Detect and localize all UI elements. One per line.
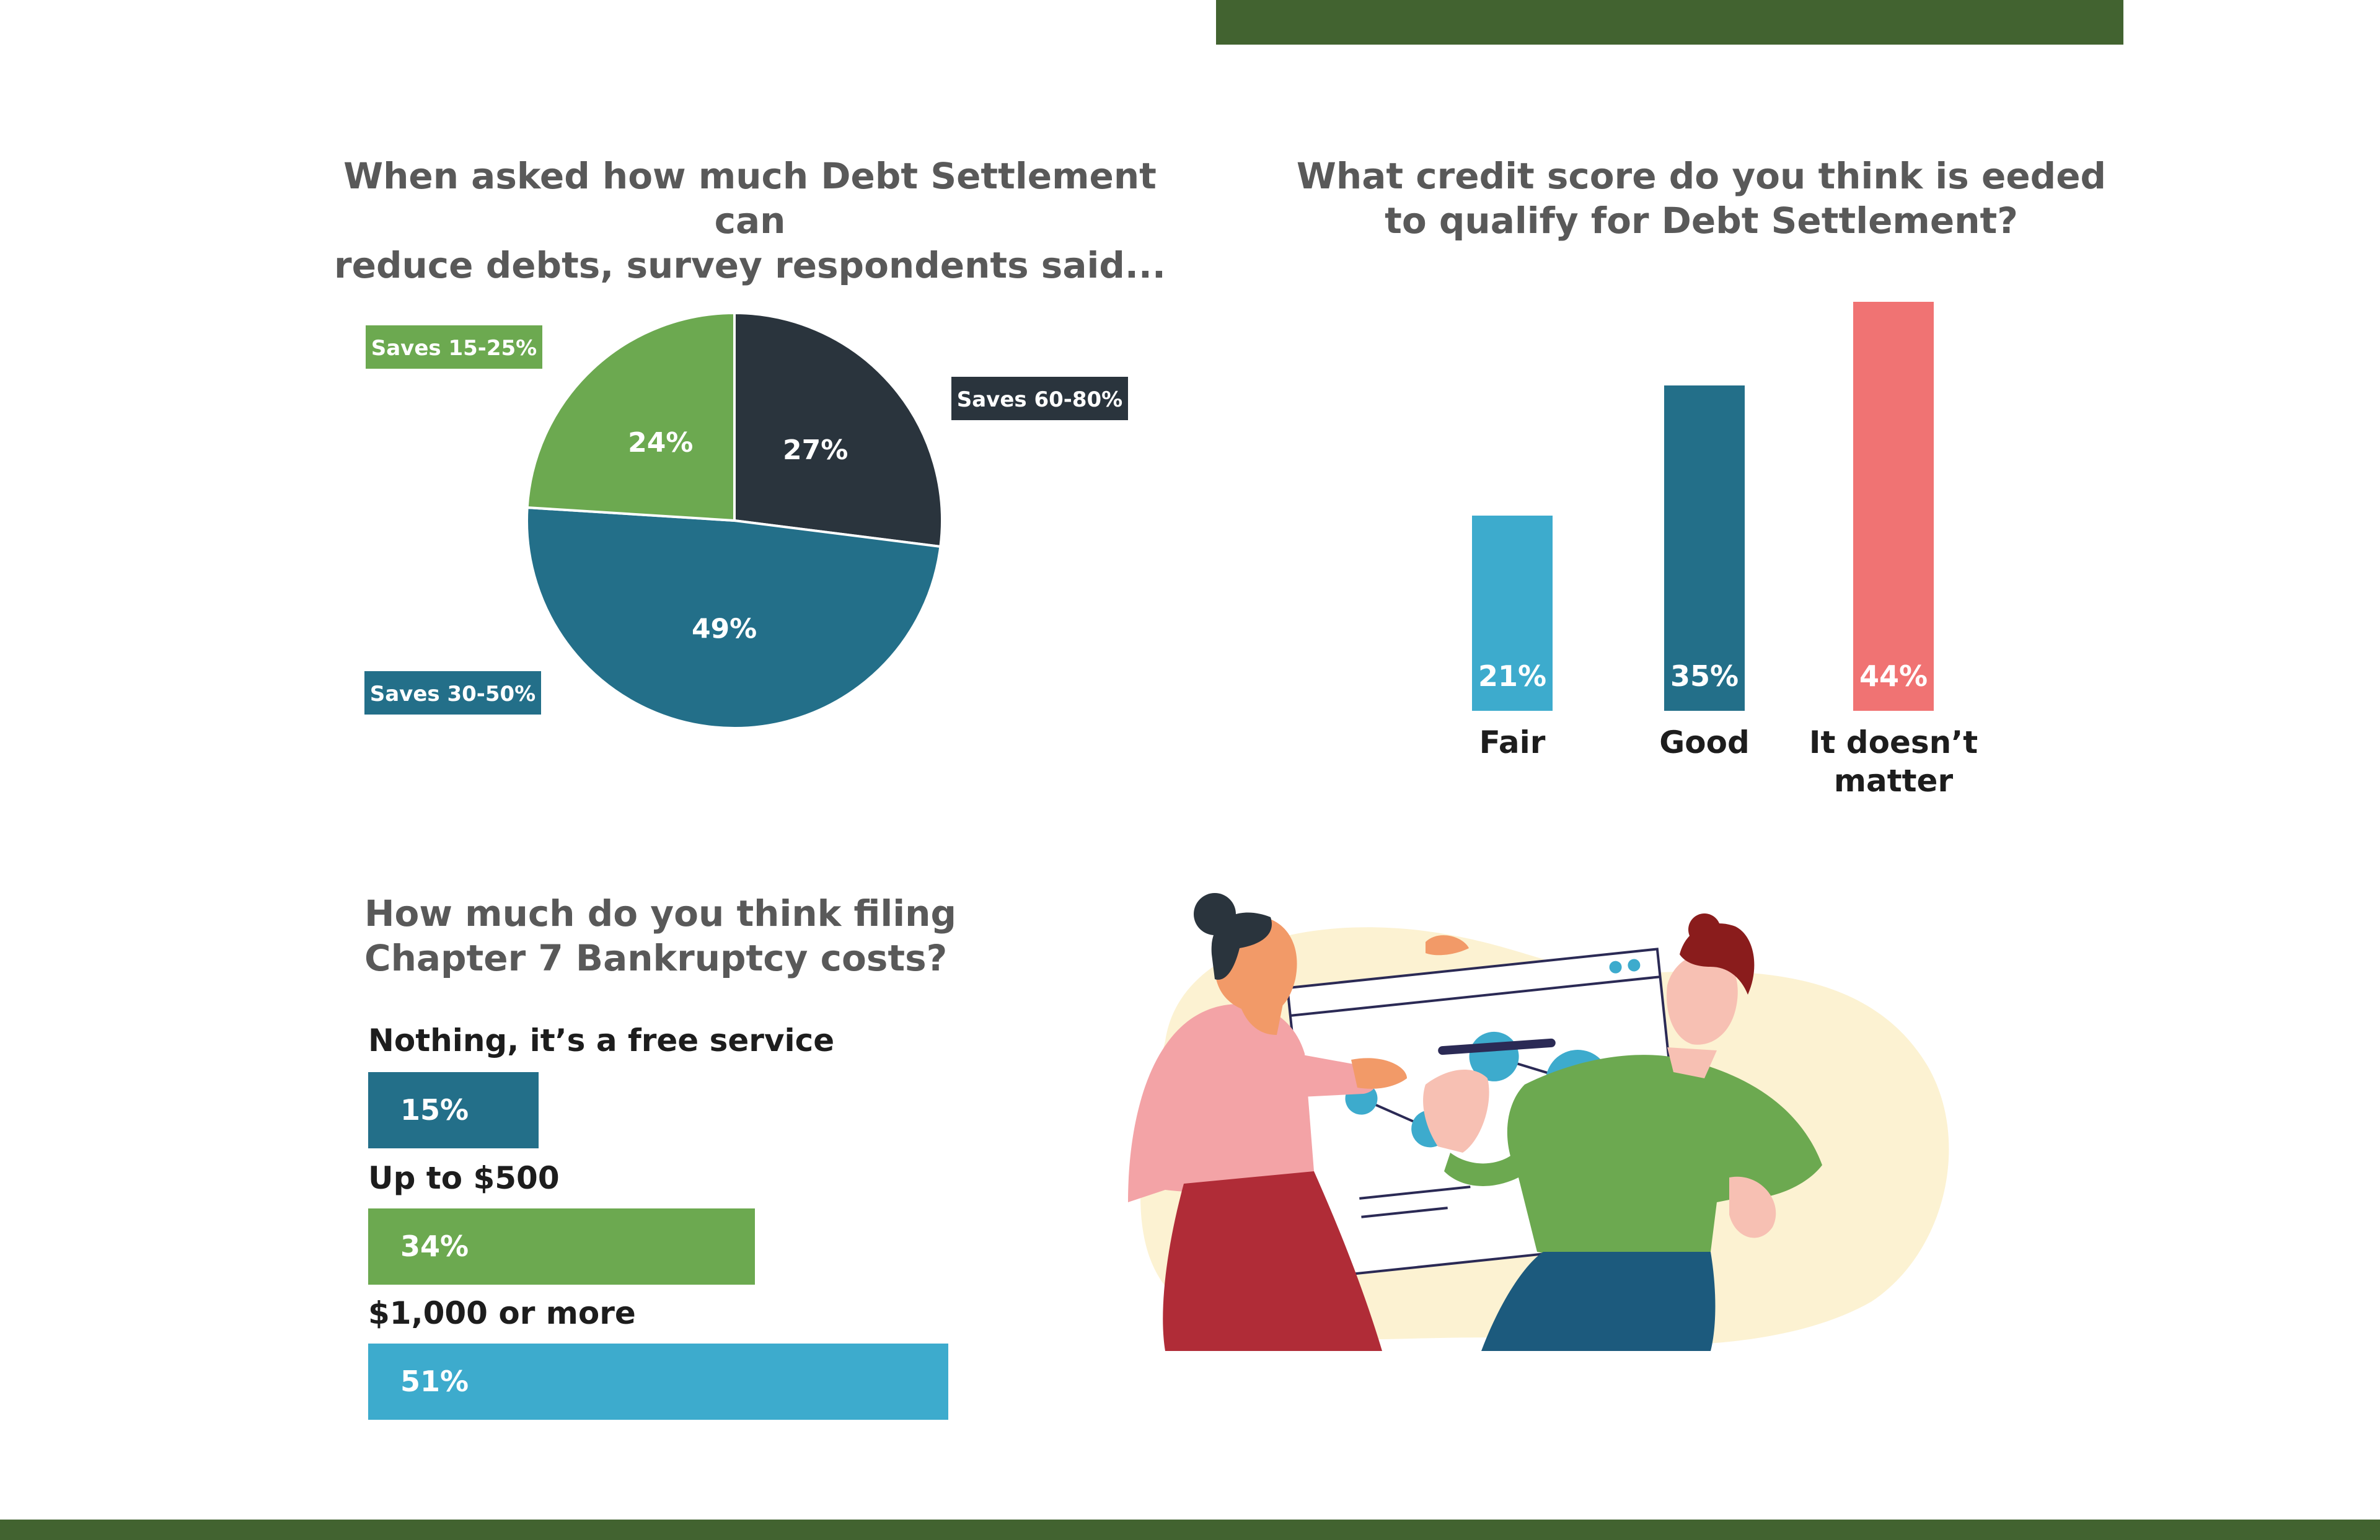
- pie-value-label: 27%: [783, 434, 848, 466]
- hbar-category-label: $1,000 or more: [368, 1295, 636, 1331]
- bar-category-label: Fair: [1479, 724, 1546, 760]
- pie-value-label: 49%: [692, 613, 757, 645]
- pie-legend-box: [366, 325, 542, 369]
- bar-chart-title: What credit score do you think is eeded …: [1296, 155, 2107, 242]
- bar-category-label: It doesn’t matter: [1809, 724, 1978, 799]
- pie-legend-label: Saves 60-80%: [957, 387, 1123, 412]
- top-accent-bar: [1216, 0, 2123, 45]
- hbar-bar: 15%: [368, 1072, 539, 1148]
- horizontal-bar-chart: Nothing, it’s a free service 15% Up to $…: [368, 1023, 1050, 1425]
- hbar-bar: 51%: [368, 1344, 948, 1420]
- pie-chart-title: When asked how much Debt Settlement can …: [334, 155, 1166, 286]
- people-analyzing-chart-illustration: [1128, 893, 1949, 1351]
- pie-legend-box: [951, 377, 1128, 420]
- bar-value-label: 44%: [1859, 659, 1928, 693]
- pie-slice: [526, 311, 736, 522]
- bar-category-label: Good: [1659, 724, 1750, 760]
- hbar-value-label: 15%: [400, 1093, 469, 1127]
- vertical-bar-chart: 21% Fair 35% Good 44% It doesn’t matter: [1472, 302, 1978, 799]
- pie-slice: [733, 311, 943, 548]
- hbar-category-label: Up to $500: [368, 1160, 560, 1196]
- bar-value-label: 21%: [1478, 659, 1546, 693]
- pie-legend-box: [364, 671, 541, 715]
- pie-chart: 27% Saves 60-80% 49% Saves 30-50% 24% Saves 1…: [364, 311, 1128, 729]
- hbar-bar: 34%: [368, 1208, 755, 1285]
- bar: [1472, 516, 1553, 711]
- pie-slice: [526, 506, 942, 729]
- pie-legend-label: Saves 30-50%: [370, 682, 536, 706]
- bar-value-label: 35%: [1670, 659, 1739, 693]
- bar: [1664, 385, 1745, 711]
- hbar-value-label: 51%: [400, 1365, 469, 1398]
- bar: [1853, 302, 1934, 711]
- pie-value-label: 24%: [628, 427, 693, 459]
- hbar-category-label: Nothing, it’s a free service: [368, 1023, 835, 1058]
- hbar-chart-title: How much do you think filing Chapter 7 B…: [364, 892, 956, 979]
- pie-legend-label: Saves 15-25%: [371, 336, 537, 361]
- bottom-accent-bar: [0, 1520, 2380, 1540]
- hbar-value-label: 34%: [400, 1230, 469, 1263]
